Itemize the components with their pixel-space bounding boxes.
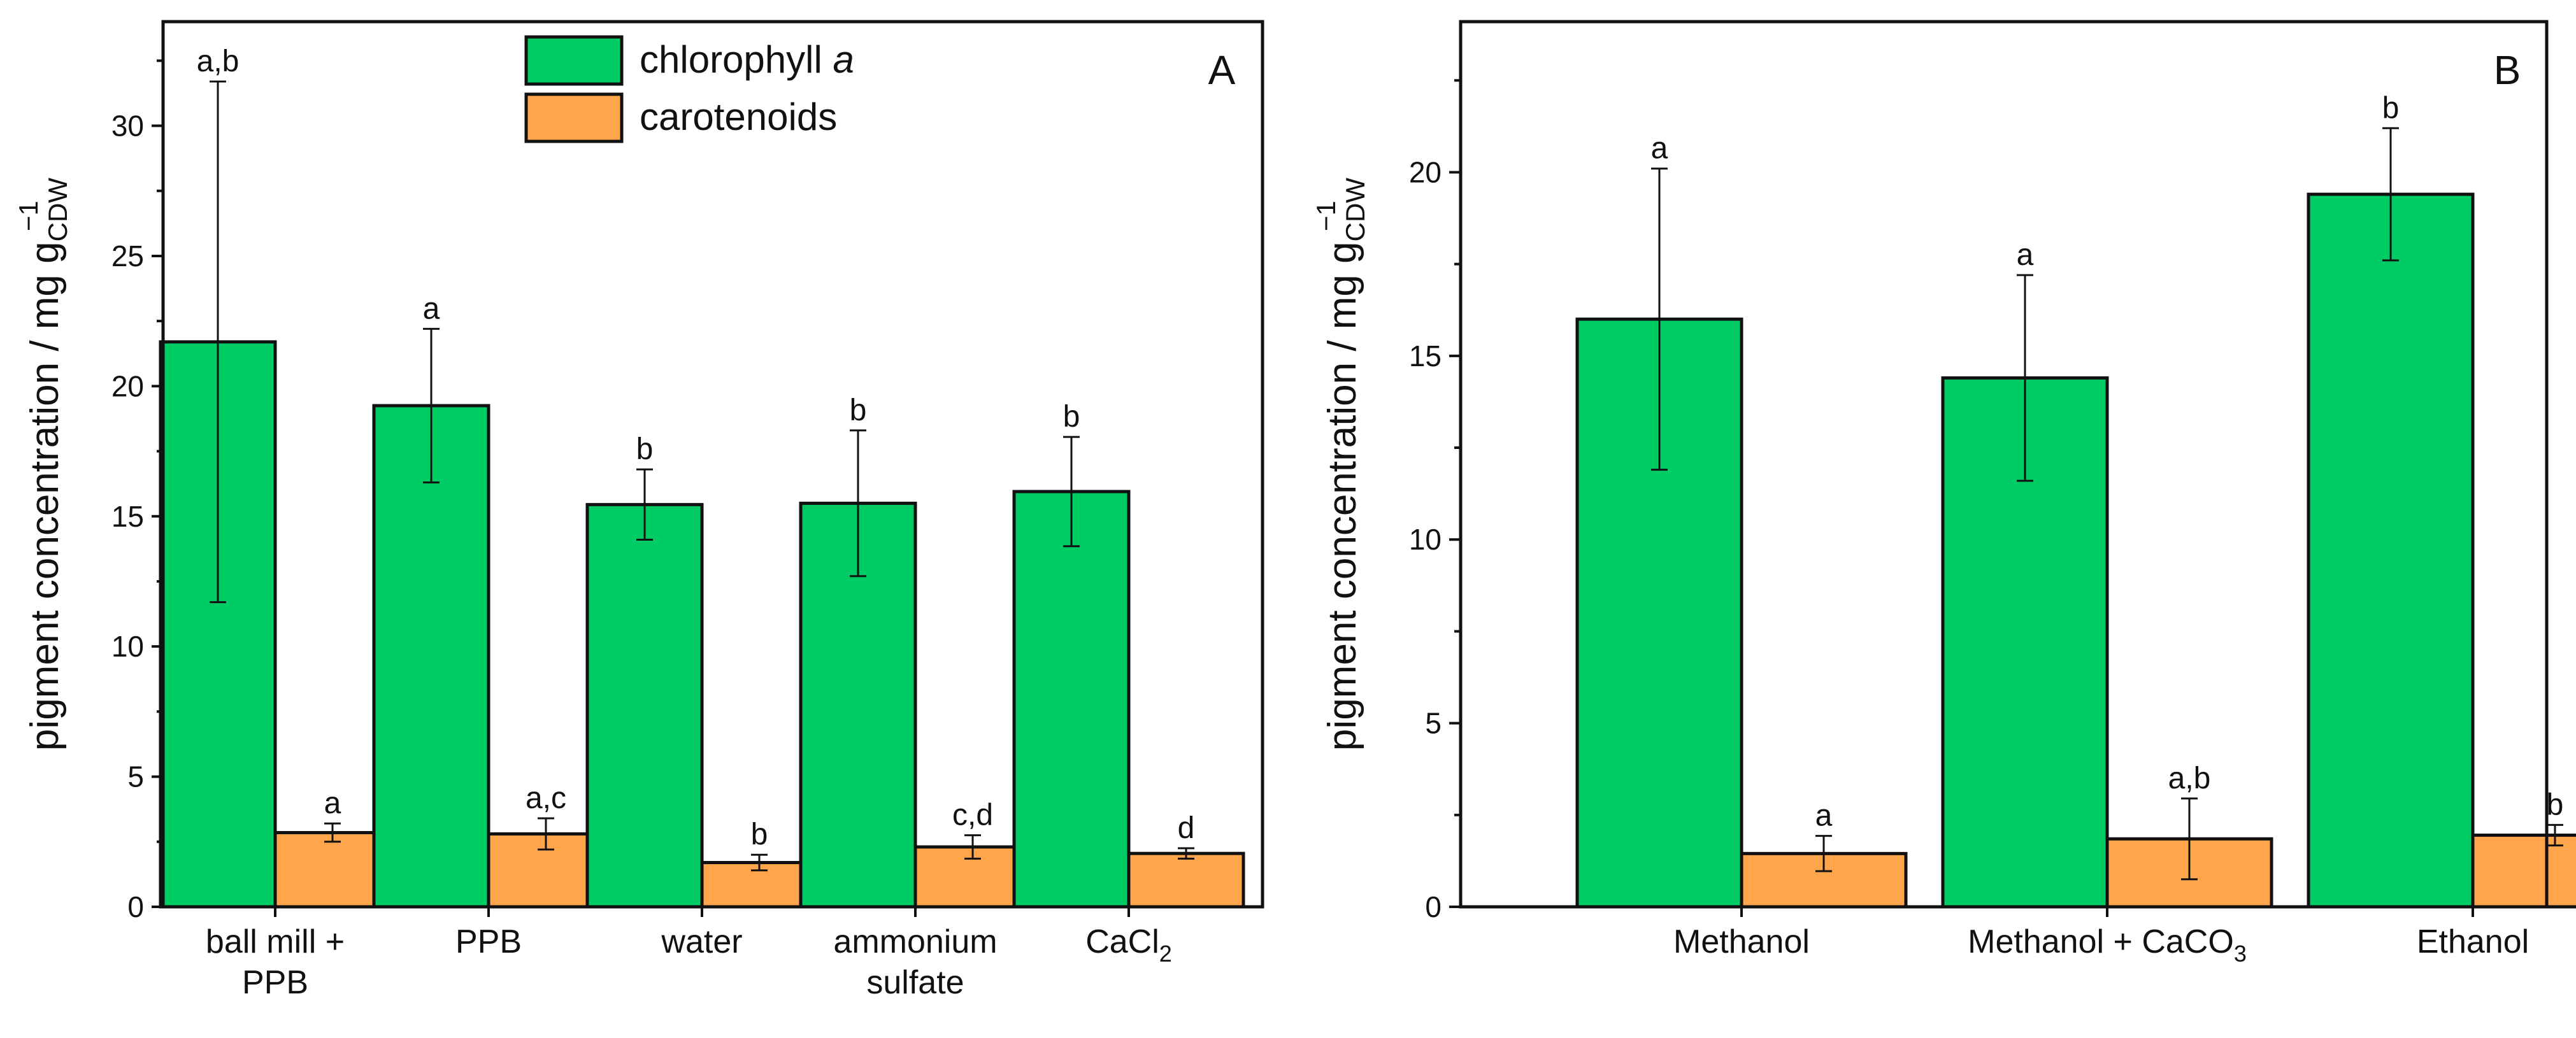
x-tick-label: ball mill + PPB bbox=[206, 923, 345, 1001]
error-bar-0-3 bbox=[850, 429, 866, 578]
x-tick-label: Methanol bbox=[1673, 923, 1810, 960]
y-tick-label: 25 bbox=[111, 239, 144, 273]
significance-label: b bbox=[2382, 91, 2400, 125]
panel-letter: A bbox=[1208, 47, 1236, 93]
legend: chlorophyll a carotenoids bbox=[524, 35, 854, 143]
y-tick-label: 5 bbox=[127, 760, 144, 793]
significance-label: b bbox=[636, 432, 654, 466]
bar-chlorophyll-2 bbox=[585, 502, 704, 909]
error-bar-0-0 bbox=[1651, 167, 1668, 471]
legend-label: carotenoids bbox=[640, 96, 837, 138]
x-tick-label: water bbox=[661, 923, 742, 960]
significance-label: a,b bbox=[197, 45, 240, 78]
y-tick-label: 15 bbox=[1409, 339, 1442, 373]
error-bar-1-2 bbox=[751, 853, 768, 872]
bar-carotenoids-4 bbox=[1127, 851, 1245, 909]
y-tick-label: 0 bbox=[127, 890, 144, 923]
error-bar-1-1 bbox=[2181, 797, 2198, 881]
bar-chlorophyll-1 bbox=[372, 404, 490, 909]
significance-label: a bbox=[1815, 799, 1833, 833]
error-bar-1-0 bbox=[324, 822, 341, 843]
y-tick-label: 30 bbox=[111, 110, 144, 143]
significance-label: a,c bbox=[526, 781, 566, 815]
significance-label: b bbox=[850, 394, 867, 427]
significance-label: c,d bbox=[952, 799, 993, 832]
significance-label: d bbox=[1178, 811, 1195, 845]
y-tick-label: 20 bbox=[111, 369, 144, 402]
error-bar-0-4 bbox=[1063, 436, 1080, 548]
significance-label: b bbox=[1063, 400, 1080, 434]
y-tick-label: 0 bbox=[1425, 890, 1442, 923]
error-bar-0-2 bbox=[2382, 127, 2399, 262]
panel-letter: B bbox=[2494, 47, 2521, 93]
plot-frame bbox=[161, 20, 1264, 909]
error-bar-0-1 bbox=[2017, 274, 2033, 482]
significance-label: a bbox=[2017, 238, 2034, 272]
panel-B: a a Methanol a a,b Methanol + CaCO3 b b Ethanol 0… bbox=[1311, 20, 2576, 967]
y-tick-label: 10 bbox=[111, 630, 144, 663]
x-tick-label: Ethanol bbox=[2417, 923, 2529, 960]
significance-label: a bbox=[423, 292, 440, 325]
x-tick-label: Methanol + CaCO3 bbox=[1968, 923, 2247, 967]
x-tick-label: ammonium sulfate bbox=[833, 923, 997, 1001]
error-bar-0-0 bbox=[210, 80, 226, 604]
y-tick-label: 5 bbox=[1425, 707, 1442, 740]
bar-chlorophyll-4 bbox=[1012, 490, 1131, 909]
y-axis-title: pigment concentration / mg gCDW−1 bbox=[13, 178, 73, 751]
legend-label: chlorophyll a bbox=[640, 38, 854, 81]
x-tick-label: CaCl2 bbox=[1085, 923, 1172, 967]
x-tick-label: PPB bbox=[455, 923, 522, 960]
significance-label: b bbox=[751, 818, 768, 851]
y-tick-label: 20 bbox=[1409, 155, 1442, 188]
error-bar-1-2 bbox=[2547, 823, 2563, 847]
y-axis-title: pigment concentration / mg gCDW−1 bbox=[1311, 178, 1370, 751]
error-bar-1-1 bbox=[538, 817, 554, 851]
bar-chlorophyll-2 bbox=[2307, 192, 2475, 909]
plot-frame bbox=[1459, 20, 2549, 909]
significance-label: a bbox=[324, 786, 341, 820]
significance-label: b bbox=[2547, 788, 2564, 821]
error-bar-1-4 bbox=[1178, 847, 1194, 860]
legend-swatch bbox=[524, 92, 624, 143]
error-bar-1-0 bbox=[1815, 835, 1832, 872]
y-tick-label: 15 bbox=[111, 500, 144, 533]
significance-label: a bbox=[1651, 132, 1668, 166]
panel-A: a,b a ball mill + PPB a a,c PPB b b water b c,d ammo… bbox=[13, 20, 1264, 1001]
error-bar-0-2 bbox=[636, 468, 653, 541]
legend-swatch bbox=[524, 35, 624, 86]
error-bar-0-1 bbox=[423, 327, 440, 484]
y-tick-label: 10 bbox=[1409, 523, 1442, 556]
error-bar-1-3 bbox=[964, 834, 981, 860]
significance-label: a,b bbox=[2168, 762, 2211, 795]
